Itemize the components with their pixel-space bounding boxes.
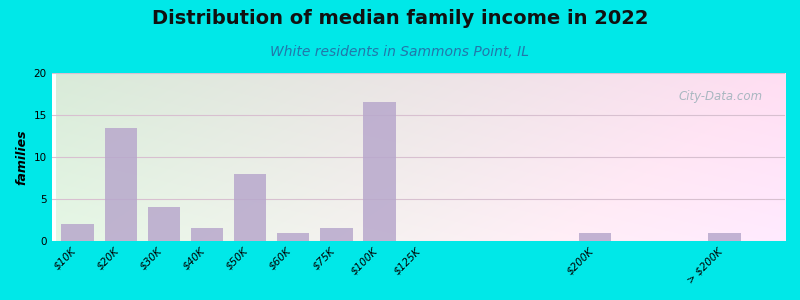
Bar bbox=[579, 233, 611, 241]
Bar bbox=[277, 233, 310, 241]
Bar bbox=[709, 233, 741, 241]
Bar bbox=[190, 229, 223, 241]
Bar bbox=[320, 229, 353, 241]
Text: City-Data.com: City-Data.com bbox=[679, 90, 763, 103]
Bar bbox=[363, 102, 396, 241]
Bar bbox=[148, 208, 180, 241]
Bar bbox=[234, 174, 266, 241]
Y-axis label: families: families bbox=[15, 129, 28, 185]
Text: Distribution of median family income in 2022: Distribution of median family income in … bbox=[152, 9, 648, 28]
Bar bbox=[62, 224, 94, 241]
Text: White residents in Sammons Point, IL: White residents in Sammons Point, IL bbox=[270, 45, 530, 59]
Bar bbox=[105, 128, 137, 241]
